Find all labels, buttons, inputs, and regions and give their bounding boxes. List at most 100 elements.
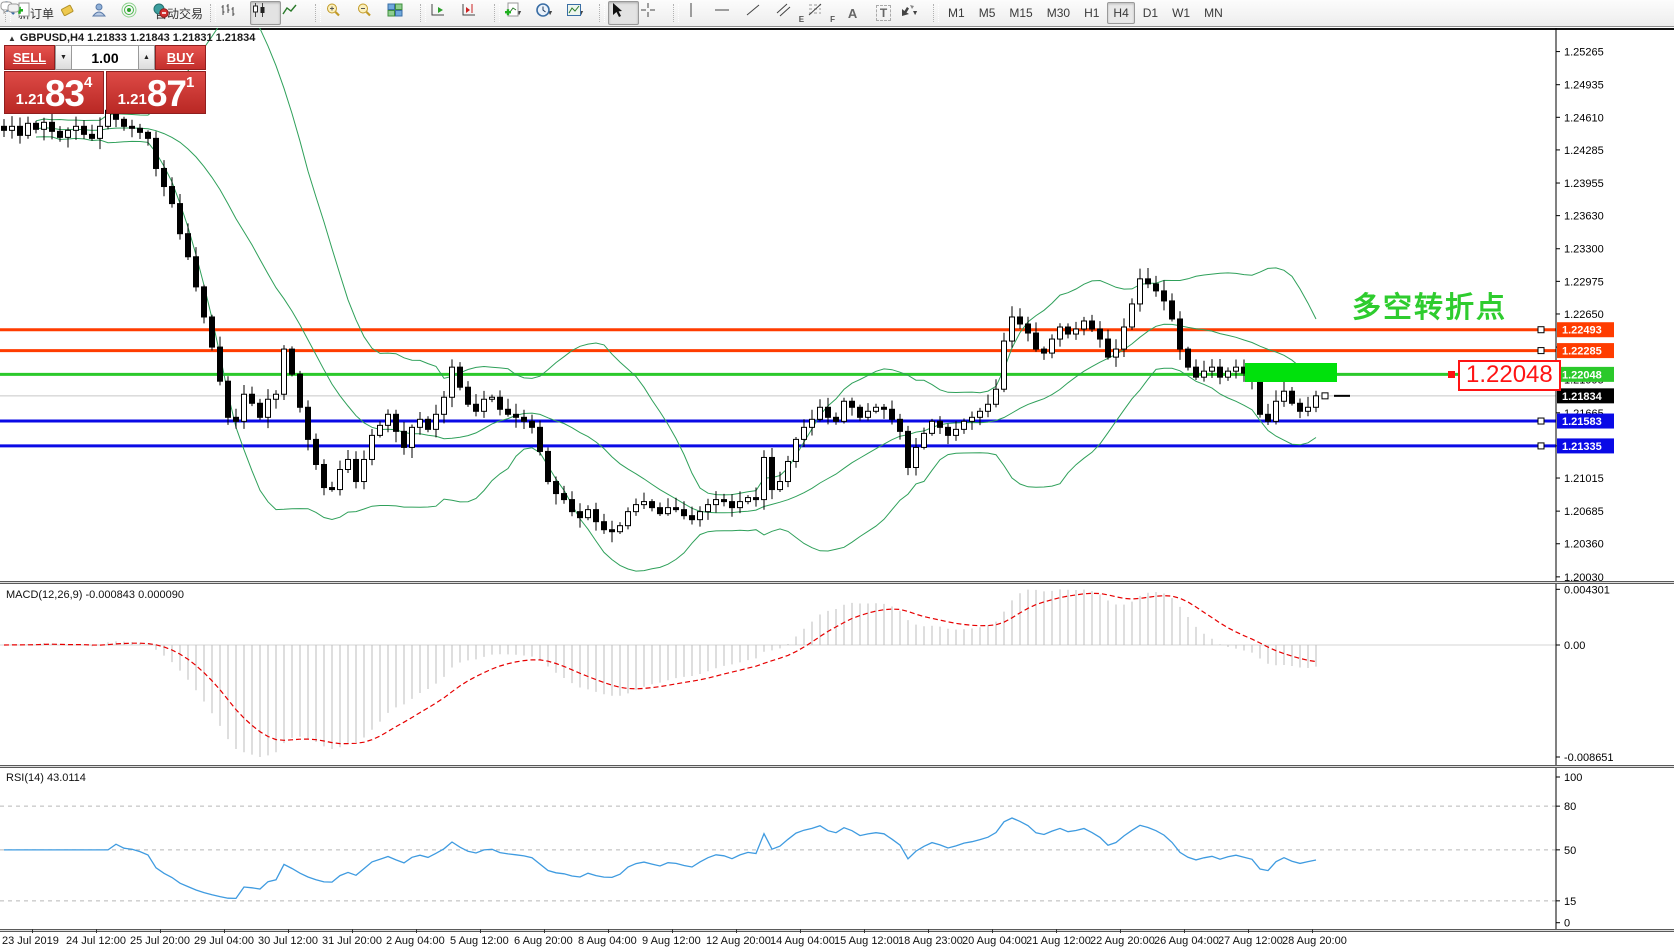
buy-price-box[interactable]: 1.21 87 1	[106, 71, 206, 114]
eraser-button[interactable]	[58, 1, 89, 25]
turning-point-annotation[interactable]: 多空转折点	[1352, 292, 1508, 324]
new-order-button[interactable]: 新订单	[14, 1, 58, 25]
timeframe-button-h1[interactable]: H1	[1084, 6, 1100, 20]
label-button[interactable]: T	[868, 1, 899, 25]
dropdown-arrow-icon[interactable]: ▼	[515, 9, 523, 17]
svg-text:100: 100	[1564, 772, 1582, 784]
pane-separator[interactable]	[0, 581, 1674, 584]
timeframe-button-m15[interactable]: M15	[1009, 6, 1033, 20]
svg-text:0: 0	[1564, 918, 1570, 929]
sell-button[interactable]: SELL	[4, 45, 55, 70]
time-tick	[928, 929, 929, 933]
channel-button[interactable]: E	[775, 1, 806, 25]
time-axis[interactable]: 23 Jul 2019 24 Jul 12:00 25 Jul 20:00 29 Ju…	[0, 929, 1674, 950]
text-button[interactable]: A	[837, 1, 868, 25]
cursor-button[interactable]	[608, 1, 640, 25]
timeframe-button-m1[interactable]: M1	[948, 6, 965, 20]
indicators-icon	[505, 2, 519, 17]
toolbar-grip[interactable]	[933, 4, 940, 22]
pane-separator[interactable]	[0, 929, 1674, 932]
fibonacci-button[interactable]: F	[806, 1, 837, 25]
macd-canvas[interactable]: 0.004301 0.00 -0.008651	[0, 584, 1674, 765]
macd-signal-line	[3, 592, 1317, 745]
time-tick	[736, 929, 737, 933]
horizontal-line-button[interactable]	[713, 1, 744, 25]
collapse-panel-icon[interactable]: ▲	[8, 34, 16, 43]
sell-price-big: 83	[44, 73, 85, 114]
auto-trading-button[interactable]: 自动交易	[151, 1, 207, 25]
time-tick	[992, 929, 993, 933]
vertical-line-button[interactable]	[682, 1, 713, 25]
time-tick	[416, 929, 417, 933]
volume-increase-button[interactable]: ▲	[138, 45, 155, 70]
time-tick	[864, 929, 865, 933]
sell-price-prefix: 1.21	[15, 91, 45, 108]
callout-handle[interactable]	[1448, 371, 1455, 378]
toolbar-grip[interactable]	[673, 4, 680, 22]
green-highlight-rectangle[interactable]	[1245, 363, 1337, 382]
dropdown-arrow-icon[interactable]: ▼	[546, 9, 554, 17]
line-handle[interactable]	[1537, 442, 1545, 450]
profile-icon	[92, 3, 107, 17]
timeframe-button-w1[interactable]: W1	[1172, 6, 1191, 20]
time-tick	[672, 929, 673, 933]
main-chart-canvas[interactable]: 1.25265 1.24935 1.24610 1.24285 1.23955 1.236…	[0, 28, 1674, 581]
toolbar-grip[interactable]	[420, 4, 427, 22]
volume-decrease-button[interactable]: ▼	[55, 45, 72, 70]
tile-windows-button[interactable]	[386, 1, 417, 25]
rsi-canvas[interactable]: 100 80 50 15 0	[0, 768, 1674, 929]
templates-button[interactable]: ▼	[565, 1, 596, 25]
volume-input[interactable]	[72, 45, 138, 70]
toolbar-grip[interactable]	[599, 4, 606, 22]
sell-price-sup: 4	[84, 74, 93, 91]
arrows-button[interactable]: ▼	[899, 1, 930, 25]
time-tick	[1184, 929, 1185, 933]
signal-button[interactable]	[120, 1, 151, 25]
timeframe-button-m30[interactable]: M30	[1046, 6, 1071, 20]
chart-shift-button[interactable]	[460, 1, 491, 25]
bar-chart-icon	[221, 4, 235, 16]
label-tool-glyph: T	[875, 5, 892, 21]
svg-text:1.23955: 1.23955	[1564, 178, 1604, 190]
line-handle[interactable]	[1537, 417, 1545, 425]
line-chart-button[interactable]	[281, 1, 312, 25]
macd-axis[interactable]: 0.004301 0.00 -0.008651	[1555, 584, 1614, 765]
price-callout-box[interactable]: 1.22048	[1458, 360, 1561, 391]
chat-icon[interactable]	[0, 0, 20, 16]
crosshair-button[interactable]	[639, 1, 670, 25]
profile-button[interactable]	[89, 1, 120, 25]
dropdown-arrow-icon[interactable]: ▼	[911, 9, 919, 17]
svg-text:1.22048: 1.22048	[1562, 369, 1602, 381]
zoom-out-button[interactable]	[355, 1, 386, 25]
indicators-button[interactable]: ▼	[503, 1, 534, 25]
rsi-axis[interactable]: 100 80 50 15 0	[1555, 768, 1582, 929]
buy-button[interactable]: BUY	[155, 45, 206, 70]
timeframe-button-h4[interactable]: H4	[1107, 2, 1135, 24]
toolbar-grip[interactable]	[315, 4, 322, 22]
horizontal-lines[interactable]	[0, 328, 1556, 448]
timeframe-button-d1[interactable]: D1	[1142, 6, 1159, 20]
toolbar-grip[interactable]	[5, 4, 11, 22]
svg-text:1.22285: 1.22285	[1562, 346, 1602, 358]
price-axis[interactable]: 1.25265 1.24935 1.24610 1.24285 1.23955 1.236…	[1555, 28, 1604, 581]
toolbar-grip[interactable]	[210, 4, 217, 22]
toolbar-grip[interactable]	[494, 4, 501, 22]
time-tick	[1312, 929, 1313, 933]
line-handle[interactable]	[1537, 326, 1545, 334]
pane-separator[interactable]	[0, 765, 1674, 768]
periods-button[interactable]: ▼	[534, 1, 565, 25]
timeframe-button-m5[interactable]: M5	[978, 6, 996, 20]
timeframe-button-mn[interactable]: MN	[1204, 6, 1223, 20]
bar-chart-button[interactable]	[219, 1, 250, 25]
time-label: 29 Jul 04:00	[194, 935, 254, 947]
time-label: 27 Aug 12:00	[1218, 935, 1283, 947]
sell-price-box[interactable]: 1.21 83 4	[4, 71, 104, 114]
candlestick-chart-button[interactable]	[250, 1, 282, 25]
svg-text:1.20030: 1.20030	[1564, 572, 1604, 581]
line-handle[interactable]	[1537, 347, 1545, 355]
trendline-button[interactable]	[744, 1, 775, 25]
zoom-in-button[interactable]	[324, 1, 355, 25]
auto-scroll-button[interactable]	[429, 1, 460, 25]
horizontal-line-icon	[715, 9, 730, 11]
svg-text:1.24935: 1.24935	[1564, 80, 1604, 92]
